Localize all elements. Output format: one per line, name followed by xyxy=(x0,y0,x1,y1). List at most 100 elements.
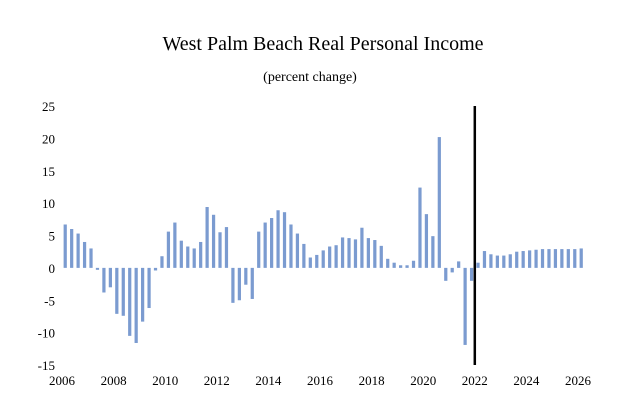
bar xyxy=(76,233,80,268)
bar xyxy=(411,260,416,268)
bar xyxy=(386,258,390,268)
bar xyxy=(147,267,151,309)
bar xyxy=(534,249,538,268)
bar xyxy=(308,257,312,268)
bar xyxy=(89,248,93,268)
bar xyxy=(566,249,570,268)
y-tick-label: 5 xyxy=(49,229,56,244)
bar xyxy=(328,246,332,268)
bar xyxy=(553,249,558,268)
bar xyxy=(70,229,74,268)
bar xyxy=(263,222,267,268)
bar xyxy=(540,249,545,268)
bar xyxy=(560,249,564,268)
x-tick-label: 2012 xyxy=(204,373,230,388)
bar xyxy=(476,262,480,268)
x-tick-label: 2006 xyxy=(49,373,76,388)
bar xyxy=(270,218,274,268)
bar xyxy=(205,207,209,268)
bar xyxy=(282,212,287,268)
bar xyxy=(424,214,429,268)
bar xyxy=(141,267,145,322)
bar xyxy=(224,227,229,268)
bar xyxy=(347,238,351,268)
bar xyxy=(399,265,403,268)
bar xyxy=(63,224,67,268)
bar xyxy=(360,227,364,268)
bar xyxy=(121,267,125,316)
bar xyxy=(257,231,261,268)
x-tick-label: 2026 xyxy=(565,373,592,388)
bar xyxy=(128,267,132,336)
bar xyxy=(508,254,512,268)
bar xyxy=(134,267,138,343)
bar xyxy=(353,239,358,268)
bar xyxy=(244,267,248,285)
bar xyxy=(437,137,441,268)
chart-title: West Palm Beach Real Personal Income xyxy=(162,33,483,55)
bar xyxy=(186,246,190,268)
x-tick-label: 2014 xyxy=(255,373,282,388)
x-tick-label: 2018 xyxy=(359,373,385,388)
bar xyxy=(392,262,396,268)
bar xyxy=(153,267,158,271)
bar xyxy=(366,238,370,268)
bar xyxy=(179,240,183,268)
bar xyxy=(515,251,519,268)
y-tick-label: -5 xyxy=(44,293,55,308)
bar xyxy=(315,254,319,268)
bar xyxy=(495,255,499,268)
bar xyxy=(547,249,551,268)
bar xyxy=(160,256,164,268)
chart-subtitle: (percent change) xyxy=(263,70,357,85)
bar xyxy=(334,245,338,268)
bar xyxy=(102,267,106,293)
bar xyxy=(579,248,583,268)
bar xyxy=(302,243,306,268)
x-tick-label: 2016 xyxy=(307,373,334,388)
x-tick-label: 2010 xyxy=(152,373,178,388)
bar xyxy=(528,250,532,268)
bar xyxy=(211,214,216,268)
bar xyxy=(450,267,454,273)
y-tick-label: 20 xyxy=(42,131,55,146)
bar xyxy=(295,233,300,268)
bar xyxy=(418,187,422,268)
bar xyxy=(489,254,493,268)
bar xyxy=(457,261,461,268)
y-tick-label: 10 xyxy=(42,196,55,211)
bar xyxy=(373,240,377,268)
bar xyxy=(108,267,112,288)
y-tick-label: -15 xyxy=(38,358,55,373)
bar xyxy=(237,267,241,301)
x-tick-label: 2020 xyxy=(410,373,436,388)
y-axis-ticks: 25 20 15 10 5 0 -5 -10 -15 xyxy=(38,99,55,373)
y-tick-label: -10 xyxy=(38,326,55,341)
bar xyxy=(379,245,383,268)
bar xyxy=(276,210,280,268)
bar xyxy=(444,267,448,281)
bar xyxy=(250,267,254,299)
bar xyxy=(95,267,100,270)
y-tick-label: 0 xyxy=(49,261,56,276)
bar xyxy=(166,231,171,268)
bar xyxy=(199,241,203,268)
y-tick-label: 25 xyxy=(42,99,55,114)
bar xyxy=(431,236,435,268)
bar xyxy=(321,250,325,268)
bar xyxy=(521,251,525,268)
bar xyxy=(340,237,345,268)
bar xyxy=(231,267,235,303)
bar xyxy=(463,267,467,345)
bar xyxy=(218,232,222,268)
x-tick-label: 2022 xyxy=(462,373,488,388)
x-tick-label: 2024 xyxy=(513,373,540,388)
bar xyxy=(405,265,409,268)
x-tick-label: 2008 xyxy=(101,373,127,388)
bar xyxy=(289,224,293,268)
bar xyxy=(173,222,177,268)
bar xyxy=(469,267,474,281)
bar xyxy=(115,267,119,314)
